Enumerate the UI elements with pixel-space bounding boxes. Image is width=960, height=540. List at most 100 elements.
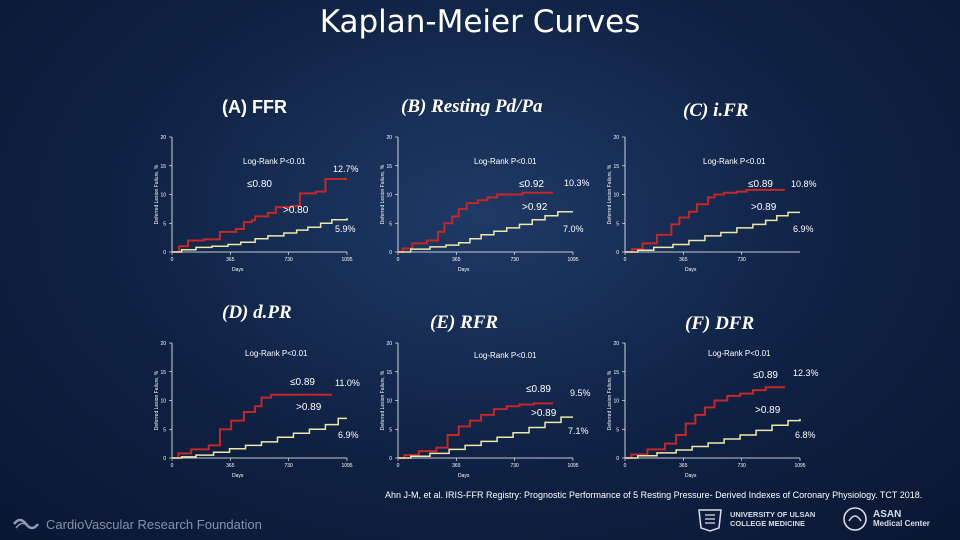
x-axis-title: Days	[685, 267, 697, 273]
x-axis-title: Days	[685, 473, 697, 479]
x-tick-label: 0	[624, 257, 627, 263]
cvrf-logo: CardioVascular Research Foundation	[12, 512, 262, 536]
ulsan-line1: UNIVERSITY OF ULSAN	[730, 510, 816, 519]
y-tick-label: 20	[160, 135, 166, 141]
cvrf-heart-icon	[12, 516, 40, 532]
curve-low-index	[172, 177, 347, 253]
km-chart-ifr: 0 5 10 15 20 0 365 730 Days Deferred Lesion Failu…	[607, 135, 817, 273]
asan-line2: Medical Center	[873, 519, 930, 528]
x-tick-label: 1095	[794, 463, 805, 469]
end-percent-label: 6.8%	[795, 430, 816, 440]
curve-high-index	[398, 211, 573, 253]
y-tick-label: 20	[613, 135, 619, 141]
end-percent-label: 5.9%	[335, 224, 356, 234]
x-tick-label: 0	[171, 257, 174, 263]
end-percent-label: 12.3%	[793, 368, 819, 378]
curve-low-index	[172, 393, 332, 459]
km-chart-dpr: 0 5 10 15 20 0 365 730 1095 Days Deferred Lesion F…	[154, 341, 360, 479]
x-tick-label: 730	[510, 463, 519, 469]
y-tick-label: 5	[389, 221, 392, 227]
series-label: >0.89	[751, 202, 777, 213]
panel-label-e: (E) RFR	[430, 312, 499, 333]
y-tick-label: 15	[613, 370, 619, 376]
y-axis-title: Deferred Lesion Failure, %	[607, 370, 613, 430]
curve-low-index	[625, 386, 785, 459]
y-tick-label: 15	[160, 370, 166, 376]
y-tick-label: 10	[386, 399, 392, 405]
x-tick-label: 0	[397, 257, 400, 263]
panel-label-b: (B) Resting Pd/Pa	[401, 96, 543, 117]
series-label: ≤0.80	[247, 179, 272, 190]
curve-high-index	[398, 416, 573, 459]
logrank-label: Log-Rank P<0.01	[708, 349, 771, 358]
y-tick-label: 5	[616, 427, 619, 433]
km-chart-resting-pdpa: 0 5 10 15 20 0 365 730 1095 Days Deferred Lesion F…	[380, 135, 590, 273]
series-label: ≤0.89	[290, 377, 315, 388]
end-percent-label: 6.9%	[793, 224, 814, 234]
y-tick-label: 10	[160, 399, 166, 405]
curve-high-index	[625, 211, 800, 253]
y-tick-label: 20	[386, 341, 392, 347]
curve-low-index	[398, 191, 554, 253]
km-chart-ffr: 0 5 10 15 20 0 365 730 1095 Days Deferred Lesion F…	[154, 135, 359, 273]
series-label: ≤0.92	[519, 179, 544, 190]
x-tick-label: 730	[284, 257, 293, 263]
asan-line1: ASAN	[873, 509, 902, 520]
y-tick-label: 20	[613, 341, 619, 347]
panel-label-d: (D) d.PR	[222, 302, 292, 323]
series-label: >0.89	[755, 405, 781, 416]
y-axis-title: Deferred Lesion Failure, %	[154, 164, 160, 224]
series-label: >0.89	[296, 402, 322, 413]
y-tick-label: 5	[389, 427, 392, 433]
panel-label-c: (C) i.FR	[683, 100, 749, 121]
curve-low-index	[625, 188, 785, 253]
y-axis-title: Deferred Lesion Failure, %	[380, 164, 386, 224]
x-axis-title: Days	[458, 267, 470, 273]
series-label: ≤0.89	[526, 384, 551, 395]
x-axis-title: Days	[232, 473, 244, 479]
y-tick-label: 20	[160, 341, 166, 347]
x-tick-label: 0	[624, 463, 627, 469]
logrank-label: Log-Rank P<0.01	[474, 351, 537, 360]
x-tick-label: 1095	[567, 257, 578, 263]
curve-high-index	[625, 418, 801, 459]
ulsan-logo: UNIVERSITY OF ULSAN COLLEGE MEDICINE	[695, 506, 815, 532]
y-tick-label: 0	[163, 250, 166, 256]
series-label: >0.80	[283, 205, 309, 216]
cvrf-text: CardioVascular Research Foundation	[46, 516, 262, 532]
y-tick-label: 0	[163, 456, 166, 462]
end-percent-label: 12.7%	[333, 164, 359, 174]
y-tick-label: 10	[613, 193, 619, 199]
end-percent-label: 10.8%	[791, 179, 817, 189]
x-axis-title: Days	[232, 267, 244, 273]
x-tick-label: 0	[171, 463, 174, 469]
x-axis-title: Days	[458, 473, 470, 479]
y-axis-title: Deferred Lesion Failure, %	[380, 370, 386, 430]
curve-high-index	[172, 218, 348, 253]
logrank-label: Log-Rank P<0.01	[245, 349, 308, 358]
series-label: >0.89	[531, 408, 557, 419]
y-tick-label: 5	[616, 221, 619, 227]
y-tick-label: 0	[389, 456, 392, 462]
y-tick-label: 20	[386, 135, 392, 141]
x-tick-label: 730	[284, 463, 293, 469]
x-tick-label: 365	[679, 463, 688, 469]
km-chart-rfr: 0 5 10 15 20 0 365 730 1095 Days Deferred Lesion F…	[380, 341, 591, 479]
series-label: >0.92	[522, 202, 548, 213]
x-tick-label: 1095	[341, 257, 352, 263]
y-tick-label: 0	[616, 456, 619, 462]
logrank-label: Log-Rank P<0.01	[474, 157, 537, 166]
asan-logo: ASAN Medical Center	[842, 506, 930, 532]
citation: Ahn J-M, et al. IRIS-FFR Registry: Progn…	[385, 490, 923, 500]
y-tick-label: 10	[160, 193, 166, 199]
x-tick-label: 0	[397, 463, 400, 469]
y-tick-label: 15	[386, 370, 392, 376]
y-tick-label: 0	[616, 250, 619, 256]
x-tick-label: 1095	[567, 463, 578, 469]
logrank-label: Log-Rank P<0.01	[243, 157, 306, 166]
y-tick-label: 15	[613, 164, 619, 170]
y-axis-title: Deferred Lesion Failure, %	[607, 164, 613, 224]
km-chart-dfr: 0 5 10 15 20 0 365 730 1095 Days Deferred Lesion F…	[607, 341, 819, 479]
x-tick-label: 365	[226, 257, 235, 263]
end-percent-label: 7.0%	[563, 224, 584, 234]
